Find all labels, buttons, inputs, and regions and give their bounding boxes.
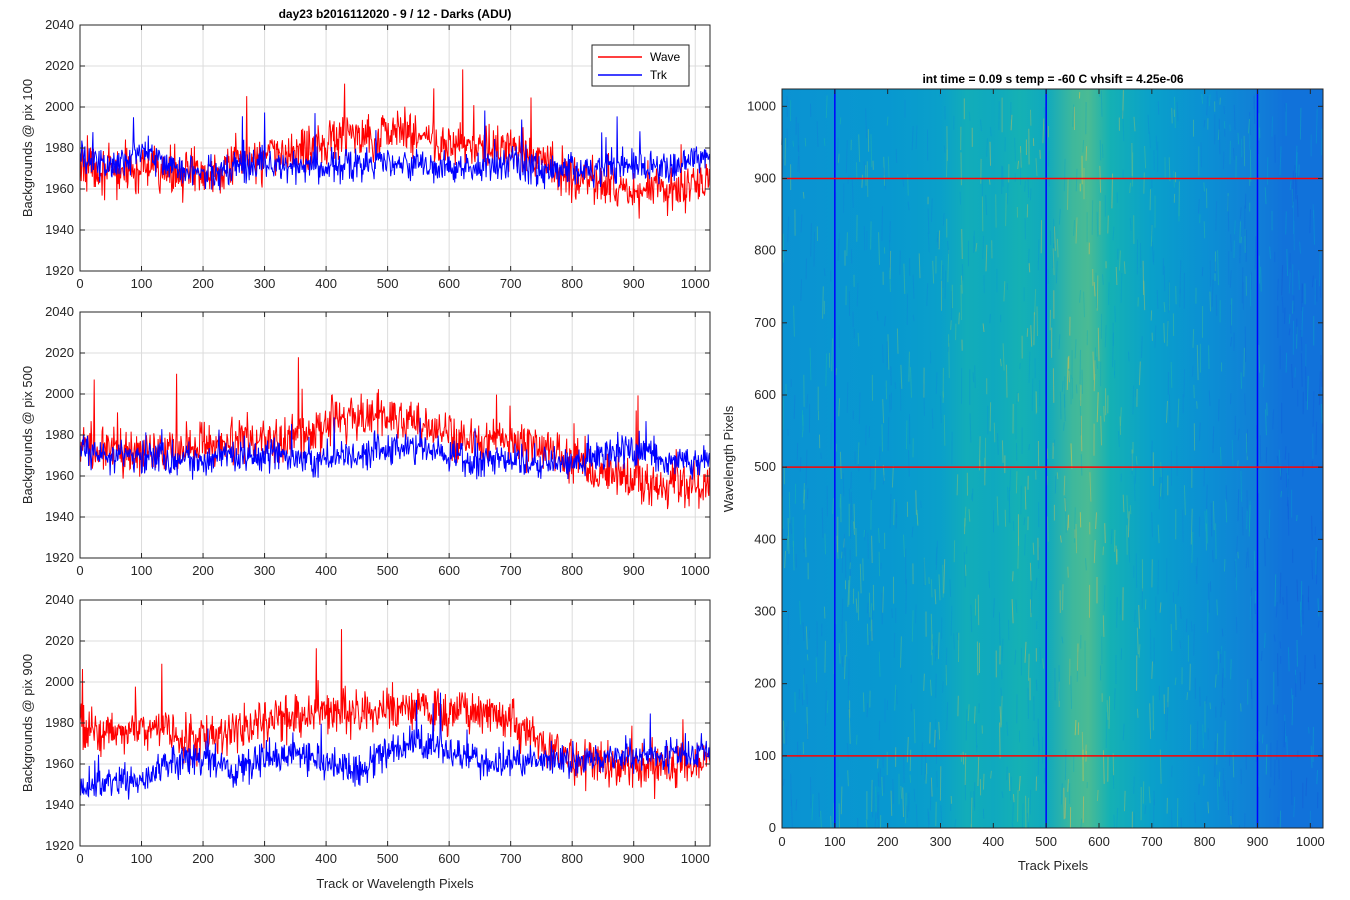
x-tick-label: 500: [377, 563, 399, 578]
heatmap-x-tick-label: 500: [1035, 834, 1057, 849]
ylabel-pix-500: Backgrounds @ pix 500: [20, 366, 35, 504]
heatmap-panel: int time = 0.09 s temp = -60 C vhsift = …: [721, 72, 1325, 873]
x-tick-label: 1000: [681, 851, 710, 866]
x-tick-label: 600: [438, 563, 460, 578]
heatmap-y-tick-label: 100: [754, 748, 776, 763]
x-tick-label: 700: [500, 563, 522, 578]
x-tick-label: 500: [377, 851, 399, 866]
y-tick-label: 2040: [45, 592, 74, 607]
series-trk-line: [79, 110, 711, 191]
x-tick-label: 600: [438, 276, 460, 291]
x-tick-label: 900: [623, 276, 645, 291]
heatmap-x-tick-label: 0: [778, 834, 785, 849]
y-tick-label: 1940: [45, 222, 74, 237]
heatmap-x-tick-label: 1000: [1296, 834, 1325, 849]
ylabel-pix-900: Backgrounds @ pix 900: [20, 654, 35, 792]
heatmap-x-tick-label: 600: [1088, 834, 1110, 849]
x-tick-label: 300: [254, 851, 276, 866]
y-tick-label: 1980: [45, 427, 74, 442]
x-tick-label: 700: [500, 276, 522, 291]
y-tick-label: 2020: [45, 345, 74, 360]
subplot-pix-500: 0 100 200 300 400 500 600 700 800 900 1000 1920 1940…: [20, 304, 711, 578]
x-tick-label: 900: [623, 851, 645, 866]
heatmap-x-tick-label: 100: [824, 834, 846, 849]
y-tick-label: 2000: [45, 99, 74, 114]
y-tick-label: 2000: [45, 674, 74, 689]
y-tick-label: 1960: [45, 756, 74, 771]
legend-wave: Wave: [650, 50, 681, 64]
y-tick-label: 1940: [45, 797, 74, 812]
y-tick-label: 2020: [45, 633, 74, 648]
x-tick-label: 1000: [681, 563, 710, 578]
xlabel-track-or-wavelength: Track or Wavelength Pixels: [316, 876, 474, 891]
x-tick-label: 400: [315, 563, 337, 578]
heatmap-x-tick-label: 300: [930, 834, 952, 849]
heatmap-x-tick-label: 900: [1247, 834, 1269, 849]
heatmap-x-tick-label: 700: [1141, 834, 1163, 849]
x-tick-label: 100: [131, 563, 153, 578]
x-tick-label: 200: [192, 563, 214, 578]
heatmap-y-tick-label: 400: [754, 531, 776, 546]
y-tick-label: 1920: [45, 550, 74, 565]
y-tick-label: 1980: [45, 140, 74, 155]
x-tick-label: 100: [131, 276, 153, 291]
x-tick-label: 400: [315, 276, 337, 291]
subplot-pix-900: 0 100 200 300 400 500 600 700 800 900 1000 1920 1940…: [20, 592, 711, 891]
legend-trk: Trk: [650, 68, 668, 82]
x-tick-label: 400: [315, 851, 337, 866]
heatmap-y-tick-label: 500: [754, 459, 776, 474]
x-tick-label: 700: [500, 851, 522, 866]
heatmap-y-tick-label: 300: [754, 603, 776, 618]
y-tick-label: 1940: [45, 509, 74, 524]
x-tick-label: 100: [131, 851, 153, 866]
x-tick-label: 800: [561, 563, 583, 578]
heatmap-y-tick-label: 600: [754, 387, 776, 402]
heatmap-y-tick-label: 1000: [747, 98, 776, 113]
x-tick-label: 800: [561, 276, 583, 291]
x-tick-label: 0: [76, 563, 83, 578]
heatmap-x-tick-label: 200: [877, 834, 899, 849]
x-tick-label: 1000: [681, 276, 710, 291]
x-tick-label: 800: [561, 851, 583, 866]
heatmap-title: int time = 0.09 s temp = -60 C vhsift = …: [922, 72, 1183, 86]
heatmap-x-tick-label: 800: [1194, 834, 1216, 849]
x-tick-label: 300: [254, 563, 276, 578]
x-tick-label: 900: [623, 563, 645, 578]
x-tick-label: 200: [192, 851, 214, 866]
subplot-pix-100: 0 100 200 300 400 500 600 700 800 900 1000 1920 1940…: [20, 17, 711, 291]
heatmap-y-tick-label: 700: [754, 315, 776, 330]
heatmap-x-tick-label: 400: [982, 834, 1004, 849]
x-tick-label: 600: [438, 851, 460, 866]
y-tick-label: 1920: [45, 263, 74, 278]
y-tick-label: 2020: [45, 58, 74, 73]
y-tick-label: 2040: [45, 304, 74, 319]
figure-title: day23 b2016112020 - 9 / 12 - Darks (ADU): [279, 7, 512, 21]
x-tick-label: 500: [377, 276, 399, 291]
y-tick-label: 1980: [45, 715, 74, 730]
y-tick-label: 2040: [45, 17, 74, 32]
heatmap-y-tick-label: 900: [754, 170, 776, 185]
x-tick-label: 0: [76, 276, 83, 291]
series-trk-line: [79, 417, 711, 480]
y-tick-label: 2000: [45, 386, 74, 401]
x-tick-label: 300: [254, 276, 276, 291]
heatmap-y-tick-label: 200: [754, 676, 776, 691]
series-wave-line: [79, 357, 711, 510]
heatmap-y-tick-label: 0: [769, 820, 776, 835]
y-tick-label: 1960: [45, 181, 74, 196]
legend: Wave Trk: [591, 44, 690, 87]
series-trk-line: [79, 692, 711, 800]
y-tick-label: 1960: [45, 468, 74, 483]
x-tick-label: 200: [192, 276, 214, 291]
heatmap-image: [782, 89, 1323, 828]
y-tick-label: 1920: [45, 838, 74, 853]
heatmap-xlabel: Track Pixels: [1018, 858, 1089, 873]
x-tick-label: 0: [76, 851, 83, 866]
heatmap-ylabel: Wavelength Pixels: [721, 405, 736, 512]
ylabel-pix-100: Backgrounds @ pix 100: [20, 79, 35, 217]
heatmap-y-tick-label: 800: [754, 243, 776, 258]
